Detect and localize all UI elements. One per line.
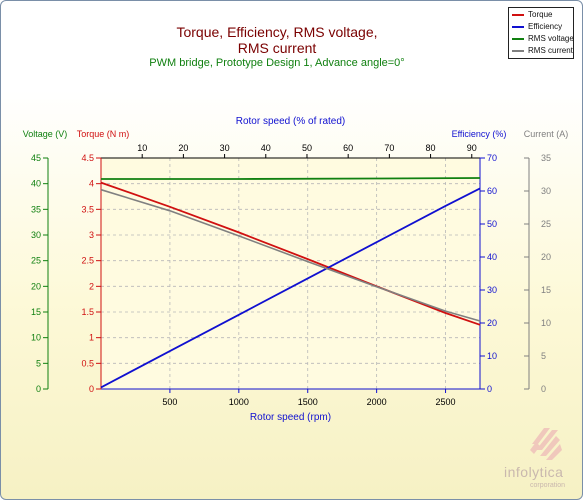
- x-tick-label: 1500: [298, 397, 318, 407]
- legend-swatch-efficiency: [512, 26, 524, 28]
- x2-tick-label: 30: [220, 143, 230, 153]
- current-tick-label: 20: [541, 252, 551, 262]
- torque-tick-label: 2: [89, 281, 94, 291]
- voltage-tick-label: 45: [31, 153, 41, 163]
- torque-tick-label: 4.5: [81, 153, 94, 163]
- legend-label-efficiency: Efficiency: [528, 22, 563, 31]
- efficiency-tick-label: 70: [487, 153, 497, 163]
- legend-item-torque: Torque: [512, 9, 574, 21]
- chart-subtitle: PWM bridge, Prototype Design 1, Advance …: [149, 57, 404, 69]
- x2-tick-label: 70: [384, 143, 394, 153]
- efficiency-tick-label: 0: [487, 384, 492, 394]
- x-tick-label: 1000: [229, 397, 249, 407]
- torque-tick-label: 1.5: [81, 307, 94, 317]
- voltage-tick-label: 0: [36, 384, 41, 394]
- current-tick-label: 30: [541, 186, 551, 196]
- voltage-tick-label: 30: [31, 230, 41, 240]
- voltage-tick-label: 20: [31, 281, 41, 291]
- legend-label-current: RMS current: [528, 46, 573, 55]
- x2-tick-label: 40: [261, 143, 271, 153]
- torque-tick-label: 0.5: [81, 358, 94, 368]
- x2-tick-label: 80: [426, 143, 436, 153]
- x-tick-label: 2500: [436, 397, 456, 407]
- current-tick-label: 10: [541, 318, 551, 328]
- efficiency-tick-label: 10: [487, 351, 497, 361]
- chart-legend: Torque Efficiency RMS voltage RMS curren…: [508, 7, 574, 59]
- current-axis-title: Current (A): [524, 129, 569, 139]
- torque-tick-label: 4: [89, 179, 94, 189]
- efficiency-tick-label: 60: [487, 186, 497, 196]
- x-tick-label: 500: [162, 397, 177, 407]
- voltage-tick-label: 10: [31, 333, 41, 343]
- series-line-rms-current: [100, 188, 481, 322]
- infolytica-logo-icon: [530, 428, 562, 460]
- torque-tick-label: 1: [89, 333, 94, 343]
- efficiency-axis-title: Efficiency (%): [452, 129, 507, 139]
- current-tick-label: 15: [541, 285, 551, 295]
- x2-tick-label: 20: [178, 143, 188, 153]
- torque-axis-title: Torque (N m): [77, 129, 130, 139]
- x2-tick-label: 60: [343, 143, 353, 153]
- torque-tick-label: 3.5: [81, 204, 94, 214]
- x2-tick-label: 90: [467, 143, 477, 153]
- plot-background: [101, 158, 480, 389]
- current-tick-label: 5: [541, 351, 546, 361]
- x-axis-title: Rotor speed (rpm): [250, 412, 331, 423]
- efficiency-tick-label: 40: [487, 252, 497, 262]
- logo-wordmark: infolytica: [504, 464, 564, 480]
- legend-item-current: RMS current: [512, 45, 574, 57]
- legend-swatch-current: [512, 50, 524, 52]
- legend-item-efficiency: Efficiency: [512, 21, 574, 33]
- x-tick-label: 2000: [367, 397, 387, 407]
- x2-axis-title: Rotor speed (% of rated): [236, 116, 346, 127]
- chart-title-line2: RMS current: [238, 40, 317, 56]
- current-tick-label: 35: [541, 153, 551, 163]
- series-line-efficiency: [100, 187, 481, 389]
- voltage-tick-label: 25: [31, 256, 41, 266]
- chart-title-line1: Torque, Efficiency, RMS voltage,: [176, 24, 377, 40]
- voltage-tick-label: 5: [36, 358, 41, 368]
- efficiency-tick-label: 30: [487, 285, 497, 295]
- efficiency-tick-label: 20: [487, 318, 497, 328]
- x2-tick-label: 50: [302, 143, 312, 153]
- legend-item-voltage: RMS voltage: [512, 33, 574, 45]
- legend-label-torque: Torque: [528, 10, 553, 19]
- legend-swatch-voltage: [512, 38, 524, 40]
- x2-tick-label: 10: [137, 143, 147, 153]
- legend-label-voltage: RMS voltage: [528, 34, 574, 43]
- current-tick-label: 0: [541, 384, 546, 394]
- voltage-tick-label: 40: [31, 179, 41, 189]
- voltage-tick-label: 35: [31, 204, 41, 214]
- voltage-tick-label: 15: [31, 307, 41, 317]
- logo-subtext: corporation: [530, 482, 566, 489]
- torque-tick-label: 3: [89, 230, 94, 240]
- efficiency-tick-label: 50: [487, 219, 497, 229]
- legend-swatch-torque: [512, 14, 524, 16]
- torque-tick-label: 2.5: [81, 256, 94, 266]
- voltage-axis-title: Voltage (V): [23, 129, 68, 139]
- series-line-torque: [100, 181, 481, 326]
- series-line-rms-voltage: [101, 177, 481, 180]
- current-tick-label: 25: [541, 219, 551, 229]
- torque-tick-label: 0: [89, 384, 94, 394]
